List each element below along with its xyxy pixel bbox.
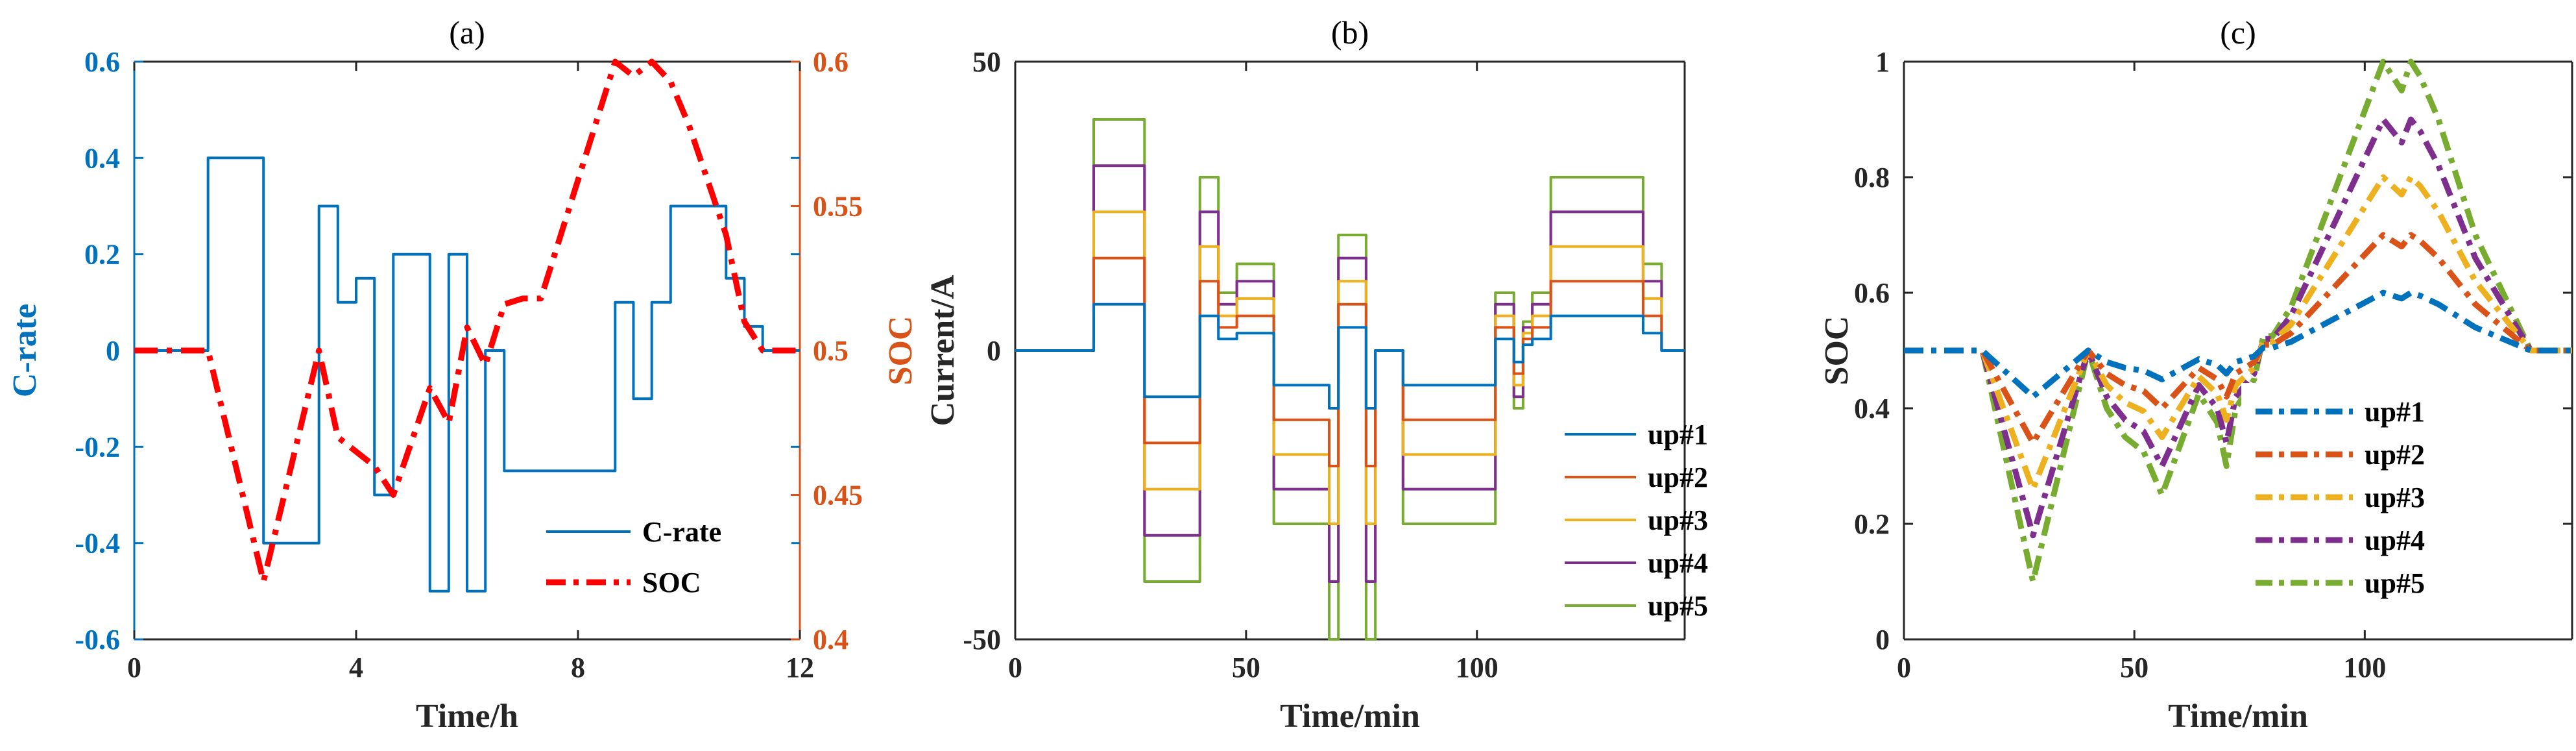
y-tick-label: 0.2 (84, 239, 120, 271)
x-tick-label: 50 (1232, 652, 1260, 683)
panel-title: (a) (449, 14, 485, 51)
x-tick-label: 50 (2120, 652, 2149, 683)
x-axis-title: Time/min (1280, 698, 1420, 735)
series-line-c-rate (134, 156, 800, 593)
legend-label: up#4 (1648, 547, 1708, 579)
y-tick-label: 0 (106, 335, 120, 367)
y-right-tick-label: 0.5 (813, 335, 849, 367)
y-right-tick-label: 0.4 (813, 624, 849, 656)
x-tick-label: 100 (2343, 652, 2386, 683)
legend-box (2241, 383, 2455, 604)
y-tick-label: 0.4 (84, 142, 120, 174)
y-tick-label: 0.2 (1854, 508, 1890, 540)
legend-label: up#1 (1648, 419, 1708, 450)
legend-label: up#1 (2365, 396, 2425, 428)
legend-label: up#2 (1648, 462, 1708, 493)
x-tick-label: 8 (571, 652, 585, 683)
y-tick-label: 1 (1875, 46, 1890, 78)
y-axis-title: C-rate (6, 304, 43, 397)
y-tick-label: -50 (963, 624, 1001, 656)
x-tick-label: 100 (1456, 652, 1499, 683)
x-tick-label: 12 (786, 652, 814, 683)
y-axis-title: SOC (1818, 316, 1855, 386)
y-tick-label: 0.6 (1854, 277, 1890, 309)
series-line-up4 (1904, 116, 2572, 539)
legend-label: up#3 (2365, 482, 2425, 513)
legend-label: up#3 (1648, 504, 1708, 536)
legend-label: up#5 (1648, 590, 1708, 622)
series-line-up5 (1904, 58, 2572, 585)
legend-box (532, 503, 791, 617)
x-tick-label: 0 (1008, 652, 1022, 683)
y-right-tick-label: 0.6 (813, 46, 849, 78)
y-tick-label: 0.6 (84, 46, 120, 78)
x-tick-label: 0 (127, 652, 141, 683)
x-axis-title: Time/min (2168, 698, 2308, 735)
legend-label: up#2 (2365, 439, 2425, 471)
chart-c: 0 50 100 0 0.2 0.4 0.6 0.8 1 Time/min SOC (c) up#1 up… (1818, 14, 2573, 735)
y-right-tick-label: 0.55 (813, 191, 863, 223)
legend-label: up#4 (2365, 524, 2425, 556)
y-tick-label: 50 (972, 46, 1001, 78)
legend-label: C-rate (642, 516, 721, 548)
x-tick-label: 0 (1897, 652, 1911, 683)
series-line-up1 (1904, 289, 2572, 400)
y-tick-label: 0.8 (1854, 162, 1890, 193)
panel-title: (c) (2220, 14, 2256, 51)
legend-label: SOC (642, 567, 701, 598)
legend-label: up#5 (2365, 567, 2425, 599)
y-tick-label: 0.4 (1854, 393, 1890, 425)
y-right-axis-title: SOC (882, 316, 919, 386)
y-tick-label: -0.4 (75, 528, 120, 560)
series-line-soc (134, 58, 800, 585)
y-tick-label: -0.6 (75, 624, 120, 656)
chart-b: 0 50 100-50050Time/minCurrent/A(b)up#1up#2… (924, 14, 1708, 735)
chart-a: 0 4 8 12 -0.6 -0.4 -0.2 0 0.2 0.4 0.6 Time/h C-rate (… (6, 14, 919, 735)
series-line-up2 (1904, 232, 2572, 446)
series-line-up1 (1015, 302, 1685, 410)
y-tick-label: -0.2 (75, 431, 120, 463)
y-tick-label: 0 (1875, 624, 1890, 656)
x-tick-label: 4 (349, 652, 363, 683)
series-line-up3 (1904, 174, 2572, 493)
legend-box (1550, 406, 1680, 630)
y-tick-label: 0 (987, 335, 1001, 367)
y-right-tick-label: 0.45 (813, 480, 863, 511)
panel-title: (b) (1331, 14, 1369, 51)
y-axis-title: Current/A (924, 275, 961, 426)
x-axis-title: Time/h (416, 698, 518, 735)
